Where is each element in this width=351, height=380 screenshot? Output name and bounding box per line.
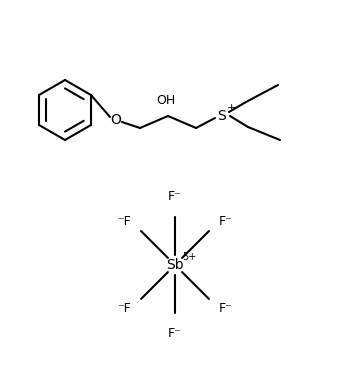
Text: S: S [218, 109, 226, 123]
Text: ⁻F: ⁻F [117, 302, 131, 315]
Text: F⁻: F⁻ [168, 327, 182, 340]
Text: F⁻: F⁻ [219, 302, 233, 315]
Text: 5+: 5+ [182, 252, 196, 262]
Text: F⁻: F⁻ [168, 190, 182, 203]
Text: F⁻: F⁻ [219, 215, 233, 228]
Text: OH: OH [157, 93, 176, 106]
Text: ⁻F: ⁻F [117, 215, 131, 228]
Text: Sb: Sb [166, 258, 184, 272]
Text: O: O [111, 113, 121, 127]
Text: +: + [226, 103, 236, 113]
